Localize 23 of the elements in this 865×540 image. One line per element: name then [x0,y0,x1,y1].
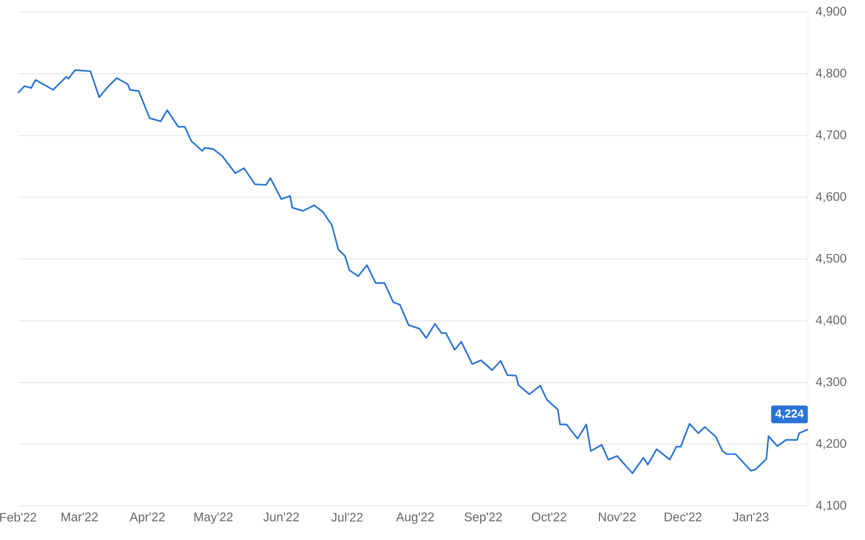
x-tick-label: Mar'22 [62,512,98,522]
x-tick-label: Sep'22 [464,512,502,524]
x-tick-label: Jun'22 [263,512,299,522]
annotation: 4,224 [775,409,804,420]
y-tick-label: 4,900 [816,6,846,18]
y-tick-label: 4,300 [816,377,846,388]
line-series [17,69,809,474]
x-tick-label: Apr'22 [130,512,165,524]
y-tick-label: 4,200 [816,439,846,450]
x-tick-label: Aug'22 [396,512,434,524]
y-tick-label: 4,700 [816,130,846,141]
x-tick-label: Jul'22 [331,512,363,522]
x-tick-label: Jan'23 [732,512,769,522]
y-tick-label: 4,400 [816,316,846,326]
y-tick-label: 4,800 [816,68,846,79]
x-tick-label: Dec'22 [664,512,702,522]
x-tick-label: Feb'22 [0,512,36,522]
y-tick-label: 4,500 [816,254,846,264]
y-tick-label: 4,100 [816,500,846,512]
y-tick-label: 4,600 [816,192,846,202]
x-tick-label: Oct'22 [532,512,566,522]
x-tick-label: May'22 [194,512,233,524]
x-tick-label: Nov'22 [598,512,636,522]
